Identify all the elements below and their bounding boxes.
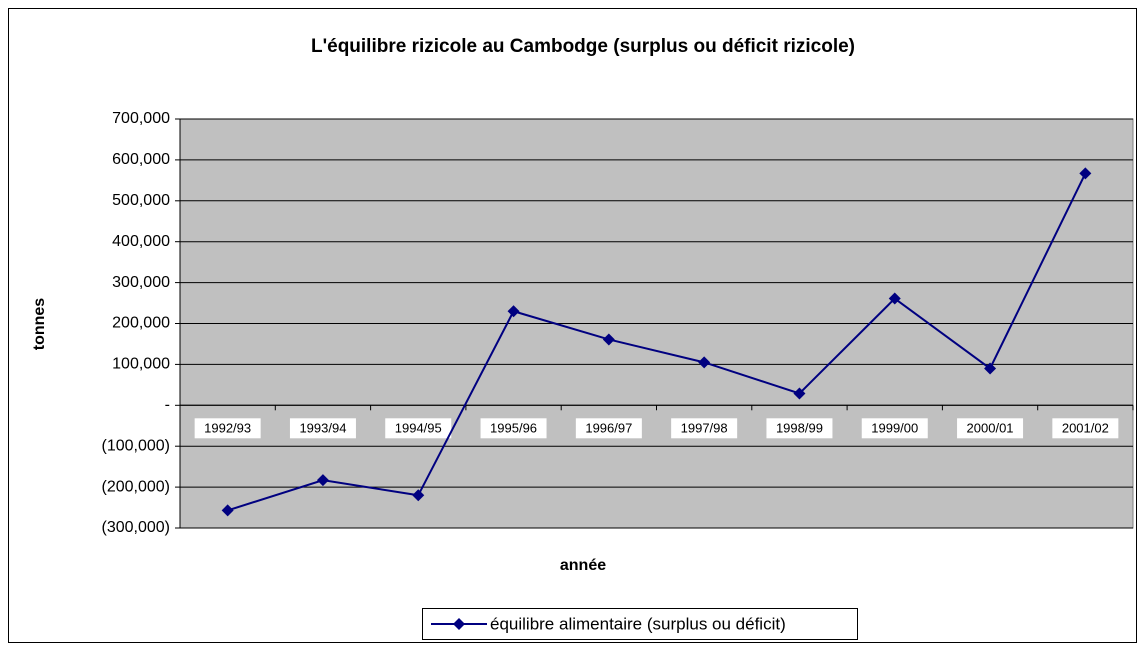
data-point — [221, 504, 234, 517]
data-point — [316, 474, 329, 487]
legend-label: équilibre alimentaire (surplus ou défici… — [490, 614, 786, 633]
data-point — [793, 387, 806, 400]
x-tick-label: 2000/01 — [967, 421, 1014, 436]
x-tick-label-box — [194, 418, 261, 439]
data-point — [698, 356, 711, 369]
x-tick-label-box — [385, 418, 452, 439]
x-tick-label-box — [289, 418, 356, 439]
x-tick-label-box — [480, 418, 547, 439]
y-tick-label: 300,000 — [112, 274, 170, 291]
x-tick-label: 1996/97 — [585, 421, 632, 436]
x-tick-label: 1993/94 — [299, 421, 346, 436]
x-tick-label: 1997/98 — [681, 421, 728, 436]
x-tick-label-box — [957, 418, 1024, 439]
y-tick-label: 200,000 — [112, 315, 170, 332]
y-tick-label: 400,000 — [112, 233, 170, 250]
x-tick-label-box — [575, 418, 642, 439]
y-tick-label: 100,000 — [112, 356, 170, 373]
data-point — [507, 305, 520, 318]
x-axis-label: année — [560, 557, 606, 574]
y-tick-label: (300,000) — [102, 519, 171, 536]
data-point — [984, 362, 997, 375]
y-tick-label: 700,000 — [112, 110, 170, 127]
x-tick-label-box — [766, 418, 833, 439]
y-tick-label: 600,000 — [112, 151, 170, 168]
x-tick-label: 1998/99 — [776, 421, 823, 436]
x-tick-label-box — [861, 418, 928, 439]
y-tick-label: (200,000) — [102, 478, 171, 495]
x-tick-label: 1999/00 — [871, 421, 918, 436]
data-point — [412, 489, 425, 502]
y-tick-label: (100,000) — [102, 437, 171, 454]
x-tick-label-box — [671, 418, 738, 439]
x-tick-label: 1994/95 — [395, 421, 442, 436]
series-line — [227, 172, 1087, 512]
y-tick-label: 500,000 — [112, 192, 170, 209]
y-axis-label: tonnes — [31, 298, 48, 351]
x-tick-label: 2001/02 — [1062, 421, 1109, 436]
x-tick-label: 1992/93 — [204, 421, 251, 436]
y-tick-label: - — [165, 397, 170, 414]
legend-marker — [453, 618, 465, 630]
data-point — [1079, 167, 1092, 180]
data-point — [888, 292, 901, 305]
legend — [422, 608, 858, 640]
data-point — [602, 333, 615, 346]
x-tick-label-box — [1052, 418, 1119, 439]
chart-title: L'équilibre rizicole au Cambodge (surplu… — [311, 36, 855, 57]
x-tick-label: 1995/96 — [490, 421, 537, 436]
